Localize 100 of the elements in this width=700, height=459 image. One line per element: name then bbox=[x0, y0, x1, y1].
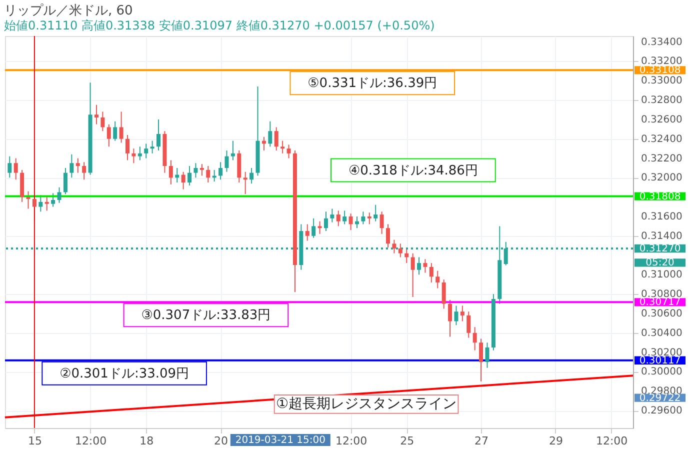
y-tick-label: 0.32200 bbox=[641, 153, 682, 164]
candlestick bbox=[404, 247, 409, 264]
candlestick bbox=[250, 167, 254, 184]
candlestick bbox=[218, 162, 223, 180]
candlestick bbox=[268, 120, 272, 148]
y-tick-label: 0.30400 bbox=[641, 328, 682, 339]
candlestick bbox=[132, 148, 136, 164]
candlestick bbox=[63, 167, 68, 195]
ref-line-label: ③0.307ドル:33.83円 bbox=[141, 308, 271, 324]
candlestick bbox=[156, 118, 161, 151]
candlestick bbox=[312, 218, 316, 238]
candlestick bbox=[243, 171, 248, 195]
candlestick bbox=[280, 140, 285, 154]
chart-subtitle: 始値0.31110 高値0.31338 安値0.31097 終値0.31270 +0.00157 (+0.50%) bbox=[4, 18, 435, 32]
candlestick bbox=[436, 270, 440, 289]
ref-line-label: ②0.301ドル:33.09円 bbox=[60, 366, 190, 382]
candlestick bbox=[274, 126, 278, 151]
x-tick-label: 29 bbox=[548, 434, 563, 448]
chart-title: リップル／米ドル, 60 bbox=[4, 4, 133, 18]
y-tick-label: 0.30717 bbox=[639, 297, 681, 308]
candlestick bbox=[367, 212, 372, 225]
candlestick bbox=[38, 194, 43, 212]
candlestick bbox=[119, 111, 124, 144]
x-tick-label: 12:00 bbox=[596, 434, 628, 448]
text: 0.29722 bbox=[639, 392, 681, 404]
candlestick bbox=[324, 211, 328, 232]
candlestick bbox=[188, 166, 192, 186]
y-tick-label: 0.31400 bbox=[641, 230, 682, 242]
candlestick bbox=[82, 162, 86, 180]
y-tick-label: 0.30000 bbox=[641, 366, 682, 378]
ref-line-label: ④0.318ドル:34.86円 bbox=[348, 163, 478, 178]
candlestick bbox=[100, 111, 105, 132]
candlestick bbox=[479, 338, 484, 382]
candlestick bbox=[106, 124, 111, 148]
ref-line-label: ⑤0.331ドル:36.39円 bbox=[308, 76, 438, 92]
candlestick bbox=[224, 150, 229, 172]
y-tick-label: 0.31270 bbox=[639, 243, 681, 254]
candlestick bbox=[212, 169, 216, 182]
candlestick bbox=[305, 224, 310, 242]
y-tick-label: 0.31000 bbox=[641, 270, 682, 281]
candlestick bbox=[442, 279, 446, 310]
candlestick bbox=[94, 104, 98, 125]
candlestick bbox=[410, 252, 415, 298]
candlestick bbox=[336, 210, 340, 227]
candlestick bbox=[150, 140, 154, 154]
candlestick bbox=[392, 239, 396, 254]
candlestick bbox=[454, 305, 458, 326]
candlestick bbox=[70, 154, 74, 178]
candlestick bbox=[423, 258, 428, 274]
candlestick bbox=[168, 160, 173, 185]
x-tick-label: 25 bbox=[400, 434, 414, 448]
candlestick bbox=[417, 256, 422, 276]
candlestick bbox=[26, 190, 30, 210]
y-tick-label: 0.32600 bbox=[641, 114, 682, 126]
y-tick-label: 0.33000 bbox=[641, 76, 682, 87]
y-tick-label: 0.33400 bbox=[641, 36, 682, 48]
candlestick bbox=[126, 134, 130, 161]
candlestick bbox=[374, 204, 378, 222]
candlestick bbox=[448, 299, 452, 338]
y-tick-label: 0.32400 bbox=[641, 134, 682, 145]
candlestick bbox=[194, 162, 198, 178]
x-tick-label: 15 bbox=[28, 434, 42, 448]
candlestick bbox=[460, 305, 464, 322]
y-tick-label: 0.32800 bbox=[641, 95, 682, 106]
candlestick bbox=[348, 213, 353, 231]
y-tick-label: 0.33200 bbox=[641, 56, 682, 68]
x-tick-label: 27 bbox=[474, 434, 489, 448]
y-tick-label: 0.30117 bbox=[639, 355, 681, 366]
y-tick-label: 0.31600 bbox=[641, 211, 682, 222]
candlestick bbox=[138, 146, 142, 161]
candlestick bbox=[230, 140, 235, 161]
candlestick bbox=[380, 211, 384, 234]
candlestick bbox=[44, 196, 49, 212]
candlestick bbox=[472, 326, 477, 351]
y-tick-label: 0.30600 bbox=[641, 308, 682, 320]
candlestick bbox=[113, 120, 118, 142]
candlestick bbox=[398, 243, 402, 258]
candlestick bbox=[200, 164, 204, 176]
candlestick bbox=[485, 342, 490, 368]
candlestick bbox=[386, 224, 390, 248]
candlestick bbox=[361, 211, 366, 225]
candlestick bbox=[466, 311, 471, 338]
y-tick-label: 0.33108 bbox=[639, 65, 681, 76]
text: 05:20 bbox=[646, 258, 674, 269]
candlestick bbox=[76, 158, 80, 174]
y-tick-label: 0.29600 bbox=[641, 406, 682, 417]
x-tick-label: 12:00 bbox=[74, 434, 107, 448]
text: 2019-03-21 15:00 bbox=[235, 435, 326, 446]
y-tick-label: 0.31808 bbox=[639, 191, 681, 202]
candlestick bbox=[14, 158, 18, 180]
candlestick bbox=[144, 143, 148, 159]
y-tick-label: 0.32000 bbox=[641, 172, 682, 184]
candlestick bbox=[51, 192, 56, 208]
candlestick bbox=[206, 166, 210, 184]
x-tick-label: 18 bbox=[140, 434, 154, 448]
x-tick-label: 20 bbox=[214, 434, 228, 448]
candlestick bbox=[8, 156, 12, 178]
candlestick bbox=[342, 210, 347, 225]
candlestick bbox=[286, 144, 291, 159]
candlestick bbox=[330, 208, 334, 223]
